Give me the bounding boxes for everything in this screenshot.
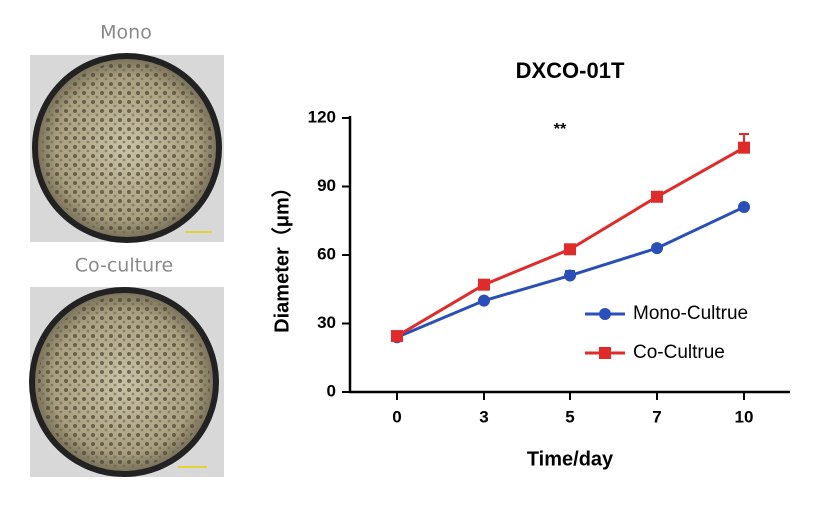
- legend-label: Co-Cultrue: [633, 342, 725, 363]
- y-tick-label: 30: [317, 313, 336, 332]
- chart-title: DXCO-01T: [516, 58, 625, 83]
- x-axis-label: Time/day: [527, 448, 614, 470]
- point: [564, 243, 576, 256]
- micrograph: [30, 53, 224, 243]
- legend-marker: [599, 347, 611, 359]
- micrograph: [29, 287, 224, 477]
- point: [564, 269, 576, 282]
- annotation: **: [554, 121, 567, 138]
- point: [651, 190, 663, 203]
- legend-label: Mono-Cultrue: [633, 303, 748, 324]
- point: [478, 278, 490, 291]
- point: [651, 242, 663, 255]
- panel-label: Co-culture: [75, 255, 173, 277]
- point: [738, 201, 750, 214]
- y-tick-label: 90: [317, 176, 336, 195]
- y-tick-label: 60: [317, 244, 336, 263]
- point: [478, 294, 490, 307]
- x-tick-label: 7: [652, 407, 661, 426]
- y-axis-label: Diameter（μm）: [270, 177, 293, 333]
- panel-label: Mono: [100, 22, 152, 44]
- point: [738, 141, 750, 154]
- y-tick-label: 120: [308, 107, 336, 126]
- x-tick-label: 10: [735, 407, 754, 426]
- x-tick-label: 0: [392, 407, 401, 426]
- point: [391, 330, 403, 343]
- x-tick-label: 5: [565, 407, 574, 426]
- legend-marker: [599, 308, 611, 320]
- x-tick-label: 3: [479, 407, 488, 426]
- y-tick-label: 0: [327, 381, 336, 400]
